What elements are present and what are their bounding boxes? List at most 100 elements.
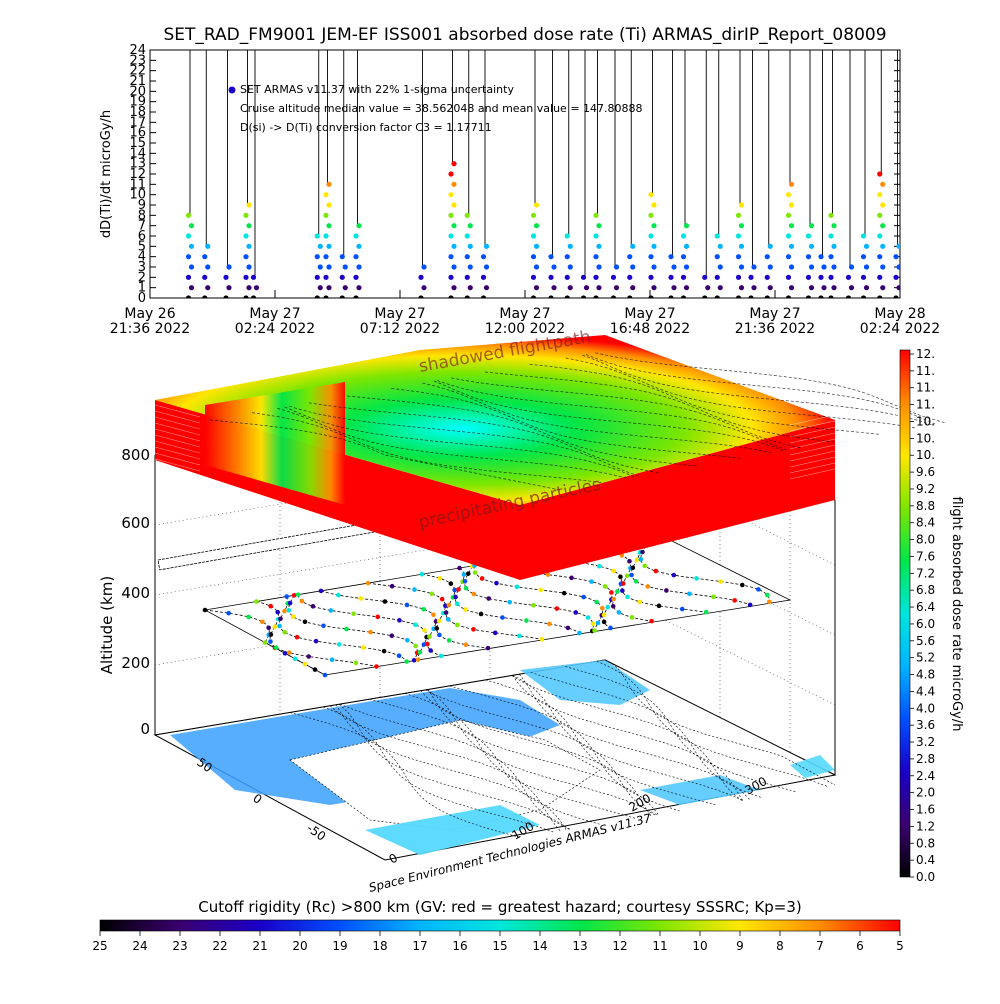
data-point	[955, 285, 960, 290]
orbit-point	[767, 599, 772, 605]
orbit-point	[389, 583, 395, 589]
data-point	[548, 254, 554, 260]
data-point	[936, 275, 941, 280]
orbit-point	[336, 592, 341, 598]
data-point	[893, 254, 899, 260]
orbit-point	[254, 599, 259, 604]
orbit-point	[461, 572, 467, 577]
side-tick-label: 9.6	[916, 465, 935, 479]
data-point	[530, 212, 537, 218]
data-point	[714, 295, 720, 298]
orbit-point	[268, 603, 274, 609]
data-point	[788, 202, 795, 208]
data-point	[651, 264, 657, 270]
floor-track	[323, 706, 554, 833]
data-point	[451, 161, 457, 167]
floor-track	[289, 712, 521, 838]
data-point	[848, 285, 855, 291]
data-point	[353, 274, 359, 280]
data-point	[188, 223, 195, 229]
data-point	[464, 233, 470, 239]
data-point	[748, 274, 754, 280]
bottom-colorbar-title: Cutoff rigidity (Rc) >800 km (GV: red = …	[198, 898, 801, 916]
orbit-point	[446, 602, 452, 608]
orbit-point	[437, 576, 443, 581]
orbit-point	[596, 563, 602, 569]
top-y-tick-label: 14	[129, 146, 146, 161]
data-point	[314, 254, 320, 260]
orbit-point	[454, 622, 460, 628]
data-point	[467, 223, 473, 229]
data-point	[808, 223, 815, 229]
side-tick-label: 5.6	[916, 634, 935, 648]
data-point	[918, 254, 923, 259]
orbit-point	[282, 608, 287, 614]
floor-track	[339, 703, 571, 830]
orbit-point	[260, 619, 265, 625]
data-point	[243, 254, 249, 260]
data-point	[627, 274, 633, 280]
side-tick-label: 7.2	[916, 566, 935, 580]
ocean-southeast	[640, 775, 760, 805]
data-point	[683, 243, 690, 249]
orbit-point	[633, 579, 639, 584]
data-point	[683, 285, 690, 291]
data-point	[202, 295, 208, 298]
slab-track	[251, 412, 603, 484]
orbit-point	[615, 589, 620, 594]
orbit-point	[419, 571, 425, 577]
orbit-point	[446, 638, 452, 643]
bottom-tick-label: 14	[532, 939, 547, 953]
slab-stripe	[789, 414, 836, 426]
data-point	[323, 274, 329, 280]
data-point	[451, 264, 457, 270]
annotation-2: Cruise altitude median value = 38.562048…	[240, 102, 643, 115]
data-point	[808, 264, 815, 270]
data-point	[339, 254, 345, 260]
slab-stripe	[789, 444, 836, 456]
data-point	[918, 295, 923, 300]
data-point	[226, 285, 232, 291]
data-point	[939, 285, 944, 290]
data-point	[246, 202, 252, 208]
orbit-point	[375, 614, 381, 620]
orbit-point	[443, 603, 448, 609]
data-point	[880, 202, 886, 208]
data-point	[921, 285, 926, 290]
orbit-point	[649, 618, 654, 624]
data-point	[651, 202, 657, 208]
data-point	[530, 254, 537, 260]
bottom-tick-label: 16	[452, 939, 467, 953]
data-point	[805, 254, 812, 260]
data-point	[877, 233, 883, 239]
data-point	[533, 202, 540, 208]
data-point	[356, 285, 362, 291]
data-point	[226, 264, 232, 270]
floor-track	[338, 704, 570, 830]
orbit-point	[312, 667, 318, 672]
floor-track	[329, 705, 561, 831]
data-point	[738, 243, 745, 249]
orbit-point	[463, 642, 469, 648]
orbit-point	[599, 605, 605, 611]
data-point	[246, 223, 252, 229]
side-tick-label: 6.4	[916, 600, 935, 614]
data-point	[717, 243, 723, 249]
data-point	[831, 243, 837, 249]
top-x-tick-label: May 26	[124, 306, 175, 322]
orbit-point	[581, 594, 586, 600]
orbit-point	[645, 584, 651, 589]
data-point	[785, 192, 792, 198]
orbit-point	[397, 618, 402, 623]
data-point	[243, 295, 249, 298]
floor-track	[512, 675, 743, 801]
slab-track	[437, 380, 788, 451]
data-point	[788, 243, 795, 249]
orbit-point	[656, 603, 662, 609]
data-point	[909, 264, 914, 269]
data-point	[936, 213, 941, 218]
data-point	[648, 212, 654, 218]
data-point	[828, 274, 834, 280]
data-point	[906, 275, 911, 280]
orbit-point	[638, 557, 644, 562]
